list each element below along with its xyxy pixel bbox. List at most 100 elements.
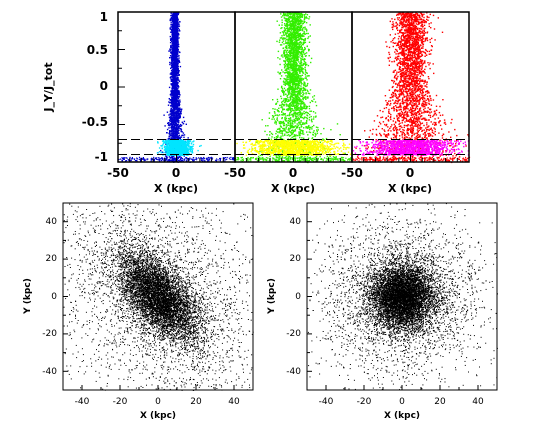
scatter-point <box>175 50 176 51</box>
scatter-point <box>168 105 169 106</box>
scatter-point <box>178 28 179 29</box>
scatter-point <box>172 117 173 118</box>
scatter-point <box>183 123 184 124</box>
scatter-point <box>179 60 180 61</box>
scatter-point <box>171 90 172 91</box>
scatter-point <box>176 84 177 85</box>
scatter-point <box>172 60 173 61</box>
scatter-point <box>166 157 167 158</box>
scatter-point <box>176 108 177 109</box>
scatter-point <box>173 127 174 128</box>
scatter-point <box>175 57 176 58</box>
scatter-point <box>171 79 172 80</box>
scatter-point <box>173 45 174 46</box>
scatter-point <box>184 160 185 161</box>
scatter-points <box>118 12 236 163</box>
scatter-point <box>179 21 180 22</box>
scatter-point <box>170 131 171 132</box>
scatter-point <box>173 121 174 122</box>
scatter-point <box>172 55 173 56</box>
scatter-point <box>173 96 174 97</box>
scatter-point <box>178 26 179 27</box>
scatter-point <box>172 95 173 96</box>
scatter-point <box>181 109 182 110</box>
scatter-point <box>174 105 175 106</box>
scatter-point <box>173 98 174 99</box>
scatter-point <box>168 124 169 125</box>
scatter-point <box>173 23 174 24</box>
scatter-point <box>176 123 177 124</box>
scatter-point <box>177 73 178 74</box>
scatter-point <box>177 33 178 34</box>
scatter-point <box>177 115 178 116</box>
scatter-point <box>174 22 175 23</box>
scatter-point <box>164 125 165 126</box>
scatter-point <box>219 158 220 159</box>
scatter-point <box>173 26 174 27</box>
scatter-point <box>167 129 168 130</box>
scatter-point <box>173 106 174 107</box>
scatter-point <box>174 58 175 59</box>
scatter-point <box>178 160 179 161</box>
scatter-point <box>171 18 172 19</box>
scatter-point <box>172 111 173 112</box>
scatter-point <box>175 130 176 131</box>
scatter-point <box>183 137 184 138</box>
scatter-point <box>175 120 176 121</box>
scatter-point <box>170 55 171 56</box>
scatter-point <box>170 137 171 138</box>
scatter-point <box>178 103 179 104</box>
scatter-point <box>178 14 179 15</box>
scatter-point <box>184 121 185 122</box>
scatter-point <box>170 113 171 114</box>
scatter-point <box>178 90 179 91</box>
scatter-point <box>175 24 176 25</box>
scatter-point <box>167 143 168 144</box>
scatter-point <box>171 97 172 98</box>
scatter-point <box>189 153 190 154</box>
scatter-point <box>175 17 176 18</box>
scatter-point <box>182 131 183 132</box>
scatter-point <box>178 24 179 25</box>
scatter-point <box>169 87 170 88</box>
scatter-point <box>177 138 178 139</box>
scatter-point <box>171 67 172 68</box>
scatter-point <box>177 70 178 71</box>
scatter-point <box>177 39 178 40</box>
scatter-point <box>175 32 176 33</box>
scatter-point <box>176 134 177 135</box>
scatter-point <box>187 153 188 154</box>
scatter-point <box>170 49 171 50</box>
scatter-point <box>157 142 158 143</box>
scatter-point <box>175 26 176 27</box>
scatter-point <box>177 113 178 114</box>
scatter-point <box>178 57 179 58</box>
scatter-point <box>181 125 182 126</box>
scatter-point <box>178 133 179 134</box>
scatter-point <box>172 33 173 34</box>
scatter-point <box>171 91 172 92</box>
scatter-point <box>174 19 175 20</box>
scatter-point <box>178 34 179 35</box>
scatter-point <box>167 112 168 113</box>
scatter-point <box>172 101 173 102</box>
scatter-point <box>177 46 178 47</box>
scatter-point <box>172 35 173 36</box>
scatter-point <box>175 79 176 80</box>
scatter-point <box>180 66 181 67</box>
scatter-point <box>171 103 172 104</box>
scatter-point <box>177 95 178 96</box>
scatter-point <box>169 62 170 63</box>
scatter-point <box>172 48 173 49</box>
scatter-point <box>216 158 217 159</box>
scatter-point <box>120 159 121 160</box>
scatter-point <box>175 14 176 15</box>
panel-top-left: 1 0.5 0 -0.5 -1 -50 0 X (kpc) J_Y/J_tot <box>42 10 236 195</box>
scatter-point <box>177 59 178 60</box>
scatter-point <box>174 125 175 126</box>
scatter-point <box>171 121 172 122</box>
scatter-point <box>200 145 201 146</box>
scatter-point <box>170 105 171 106</box>
scatter-point <box>175 73 176 74</box>
scatter-point <box>181 129 182 130</box>
